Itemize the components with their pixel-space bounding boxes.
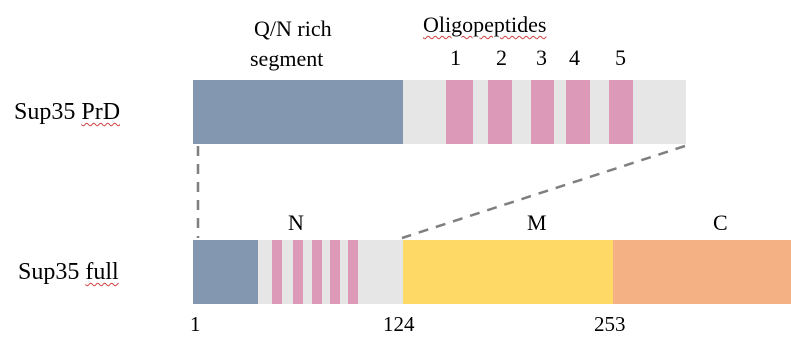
n-domain-oligopeptide-2 [293, 240, 303, 304]
n-domain-qn-segment [193, 240, 258, 304]
sup35-full-label-prefix: Sup35 [18, 259, 86, 285]
oligo-number-5: 5 [615, 45, 626, 70]
domain-label-m: M [527, 210, 547, 235]
domain-label-c: C [713, 210, 728, 235]
n-domain-oligopeptide-3 [312, 240, 322, 304]
position-label-1: 1 [190, 312, 201, 336]
sup35-full-label-suffix: full [85, 259, 119, 285]
m-domain-bar [403, 240, 613, 304]
oligo-number-2: 2 [496, 45, 507, 70]
domain-label-n: N [288, 210, 304, 235]
oligo-number-4: 4 [569, 45, 580, 70]
qn-rich-label-line2: segment [250, 46, 324, 71]
qn-rich-label-line1: Q/N rich [254, 16, 332, 41]
n-domain-oligopeptide-1 [272, 240, 282, 304]
oligopeptide-5 [609, 80, 633, 144]
n-domain-oligopeptide-4 [330, 240, 340, 304]
oligopeptide-3 [531, 80, 554, 144]
oligopeptide-2 [488, 80, 512, 144]
n-domain-oligopeptide-5 [348, 240, 358, 304]
sup35-full-label: Sup35 full [18, 260, 119, 284]
qn-rich-label: Q/N rich segment [250, 14, 332, 74]
oligo-number-3: 3 [536, 45, 547, 70]
sup35-prd-label-prefix: Sup35 [14, 99, 82, 125]
sup35-prd-label-suffix: PrD [81, 99, 121, 125]
prd-qn-segment [193, 80, 403, 144]
oligo-number-1: 1 [450, 45, 461, 70]
position-label-124: 124 [383, 312, 415, 336]
oligopeptides-label: Oligopeptides [423, 12, 547, 37]
oligopeptide-1 [446, 80, 473, 144]
sup35-prd-label: Sup35 PrD [14, 100, 120, 124]
c-domain-bar [613, 240, 791, 304]
oligopeptide-4 [566, 80, 590, 144]
position-label-253: 253 [594, 312, 626, 336]
